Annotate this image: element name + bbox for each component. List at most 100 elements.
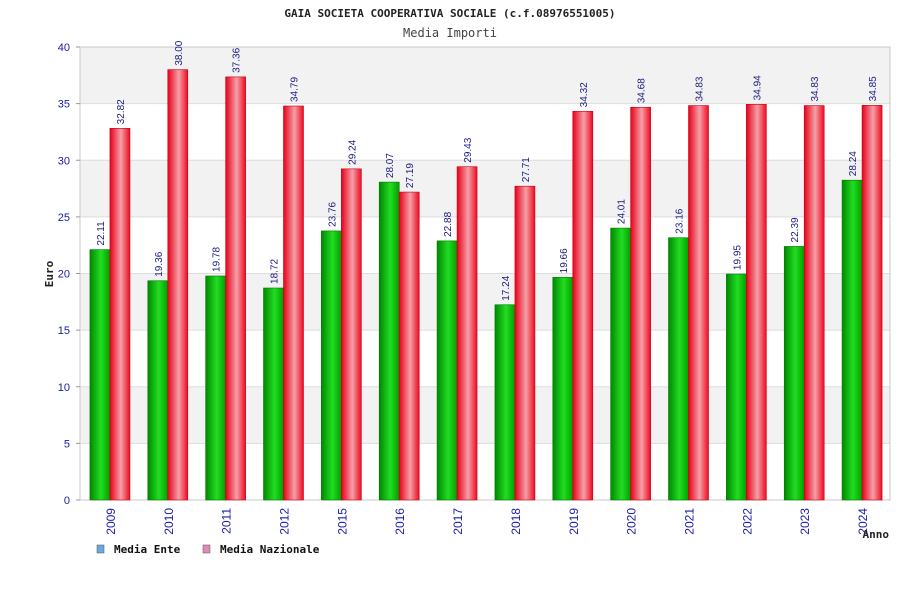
chart-subtitle: Media Importi [403, 26, 497, 40]
value-label-ente-2019: 19.66 [559, 248, 570, 273]
bar-ente-2016 [378, 181, 400, 501]
value-label-nazionale-2015: 29.24 [347, 139, 358, 164]
bar-ente-2021 [668, 237, 689, 501]
x-tick-label-2021: 2021 [683, 508, 697, 535]
bar-nazionale-2017 [456, 166, 478, 501]
plot-band [80, 160, 890, 217]
bar-ente-2015 [321, 230, 342, 501]
value-label-nazionale-2016: 27.19 [405, 163, 416, 188]
value-label-ente-2023: 22.39 [790, 217, 801, 242]
plot-band [80, 103, 890, 161]
y-tick-label: 0 [64, 495, 70, 507]
y-tick-label: 20 [58, 269, 70, 281]
x-tick-label-2015: 2015 [335, 508, 349, 535]
x-tick-label-2010: 2010 [162, 508, 176, 535]
value-labels: 22.11 32.82 19.36 38.00 19.78 37.36 18.72 34.79… [96, 40, 879, 301]
bar-nazionale-2021 [688, 105, 709, 501]
plot-band [80, 216, 890, 274]
value-label-nazionale-2010: 38.00 [174, 40, 185, 65]
bar-nazionale-2009 [109, 128, 131, 501]
value-label-nazionale-2009: 32.82 [116, 99, 127, 124]
value-label-ente-2012: 18.72 [270, 259, 281, 284]
bar-group [89, 69, 883, 501]
bar-nazionale-2019 [572, 111, 594, 501]
plot-band [80, 273, 890, 331]
bar-nazionale-2024 [861, 105, 883, 501]
bar-ente-2017 [436, 240, 458, 501]
bar-ente-2024 [841, 179, 863, 501]
value-label-nazionale-2011: 37.36 [232, 47, 243, 72]
plot-band [80, 443, 890, 500]
value-label-ente-2020: 24.01 [617, 199, 628, 224]
value-label-nazionale-2018: 27.71 [521, 157, 532, 182]
y-axis-label: Euro [43, 260, 56, 287]
bar-ente-2020 [610, 227, 631, 501]
value-label-ente-2010: 19.36 [154, 251, 165, 276]
plot-band [80, 47, 890, 104]
value-label-ente-2018: 17.24 [501, 275, 512, 300]
value-label-ente-2021: 23.16 [675, 208, 686, 233]
value-label-nazionale-2019: 34.32 [579, 82, 590, 107]
y-tick-label: 15 [58, 325, 70, 337]
bar-nazionale-2015 [341, 168, 362, 501]
value-label-ente-2016: 28.07 [385, 153, 396, 178]
legend-label-media-nazionale: Media Nazionale [220, 543, 320, 556]
bar-nazionale-2018 [514, 185, 536, 501]
value-label-ente-2017: 22.88 [443, 211, 454, 236]
x-tick-label-2018: 2018 [509, 508, 523, 535]
y-tick-label: 5 [64, 438, 70, 450]
value-label-nazionale-2021: 34.83 [695, 76, 706, 101]
value-label-ente-2022: 19.95 [732, 245, 743, 270]
y-tick-label: 25 [58, 212, 70, 224]
bar-nazionale-2023 [803, 105, 825, 501]
x-tick-label-2022: 2022 [740, 508, 754, 535]
x-tick-label-2024: 2024 [856, 508, 870, 535]
x-axis: 2009 2010 2011 2012 2015 2016 2017 2018 2019 2020… [104, 508, 870, 535]
plot-band [80, 330, 890, 387]
x-tick-label-2009: 2009 [104, 508, 118, 535]
bar-nazionale-2020 [630, 106, 651, 501]
x-tick-label-2019: 2019 [567, 508, 581, 535]
bar-ente-2009 [89, 249, 111, 501]
value-label-nazionale-2017: 29.43 [463, 137, 474, 162]
legend: Media Ente Media Nazionale [96, 543, 320, 556]
legend-label-media-ente: Media Ente [114, 543, 181, 556]
x-tick-label-2016: 2016 [393, 508, 407, 535]
bar-ente-2018 [494, 304, 516, 501]
bar-nazionale-2012 [283, 105, 304, 501]
x-tick-label-2017: 2017 [451, 508, 465, 535]
value-label-nazionale-2024: 34.85 [868, 76, 879, 101]
bar-ente-2012 [263, 287, 284, 501]
bar-ente-2022 [726, 273, 747, 501]
chart-title: GAIA SOCIETA COOPERATIVA SOCIALE (c.f.08… [284, 7, 615, 20]
value-label-nazionale-2022: 34.94 [752, 75, 763, 100]
y-tick-label: 10 [58, 382, 70, 394]
value-label-nazionale-2023: 34.83 [810, 76, 821, 101]
plot-band [80, 386, 890, 444]
value-label-ente-2024: 28.24 [848, 151, 859, 176]
bar-nazionale-2010 [167, 69, 189, 501]
value-label-ente-2011: 19.78 [212, 247, 223, 272]
x-tick-label-2012: 2012 [278, 508, 292, 535]
legend-swatch-media-nazionale [202, 544, 211, 554]
value-label-nazionale-2020: 34.68 [637, 78, 648, 103]
value-label-nazionale-2012: 34.79 [290, 77, 301, 102]
bar-nazionale-2022 [746, 104, 767, 501]
bar-nazionale-2011 [225, 76, 246, 501]
value-label-ente-2015: 23.76 [327, 201, 338, 226]
bar-ente-2011 [205, 275, 226, 501]
x-axis-label: Anno [863, 528, 890, 541]
y-tick-label: 40 [58, 42, 70, 54]
legend-swatch-media-ente [96, 544, 105, 554]
value-label-ente-2009: 22.11 [96, 221, 107, 246]
x-tick-label-2011: 2011 [220, 508, 234, 534]
bar-nazionale-2016 [398, 191, 420, 501]
bar-ente-2019 [552, 277, 574, 501]
y-tick-label: 35 [58, 99, 70, 111]
bar-ente-2010 [147, 280, 169, 501]
x-tick-label-2023: 2023 [798, 508, 812, 535]
y-tick-label: 30 [58, 155, 70, 167]
x-tick-label-2020: 2020 [625, 508, 639, 535]
bar-ente-2023 [783, 246, 805, 501]
